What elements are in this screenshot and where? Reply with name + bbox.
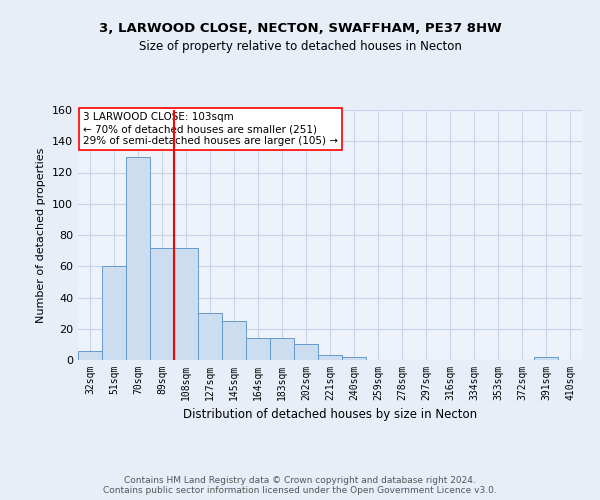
Bar <box>198 313 222 360</box>
Bar <box>150 248 174 360</box>
Bar <box>78 350 102 360</box>
Bar <box>126 157 150 360</box>
Text: Contains HM Land Registry data © Crown copyright and database right 2024.
Contai: Contains HM Land Registry data © Crown c… <box>103 476 497 495</box>
Text: 3 LARWOOD CLOSE: 103sqm
← 70% of detached houses are smaller (251)
29% of semi-d: 3 LARWOOD CLOSE: 103sqm ← 70% of detache… <box>83 112 338 146</box>
Bar <box>534 357 558 360</box>
Text: Size of property relative to detached houses in Necton: Size of property relative to detached ho… <box>139 40 461 53</box>
X-axis label: Distribution of detached houses by size in Necton: Distribution of detached houses by size … <box>183 408 477 422</box>
Bar <box>246 338 270 360</box>
Bar <box>294 344 318 360</box>
Bar <box>102 266 126 360</box>
Text: 3, LARWOOD CLOSE, NECTON, SWAFFHAM, PE37 8HW: 3, LARWOOD CLOSE, NECTON, SWAFFHAM, PE37… <box>98 22 502 36</box>
Bar <box>270 338 294 360</box>
Bar <box>342 357 366 360</box>
Bar <box>318 356 342 360</box>
Bar <box>174 248 198 360</box>
Bar <box>222 321 246 360</box>
Y-axis label: Number of detached properties: Number of detached properties <box>37 148 46 322</box>
